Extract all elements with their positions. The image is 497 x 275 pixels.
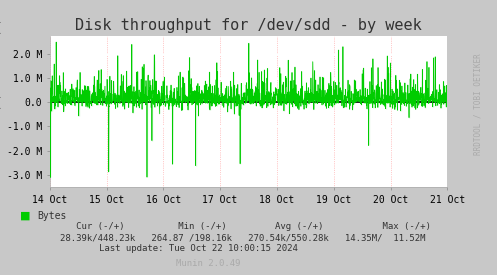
Title: Disk throughput for /dev/sdd - by week: Disk throughput for /dev/sdd - by week xyxy=(75,18,422,33)
Text: ■: ■ xyxy=(20,211,30,221)
Text: Munin 2.0.49: Munin 2.0.49 xyxy=(176,260,241,268)
Text: Cur (-/+)          Min (-/+)         Avg (-/+)           Max (-/+): Cur (-/+) Min (-/+) Avg (-/+) Max (-/+) xyxy=(60,222,430,231)
Text: RRDTOOL / TOBI OETIKER: RRDTOOL / TOBI OETIKER xyxy=(473,54,482,155)
Text: Last update: Tue Oct 22 10:00:15 2024: Last update: Tue Oct 22 10:00:15 2024 xyxy=(99,244,298,253)
Text: 28.39k/448.23k   264.87 /198.16k   270.54k/550.28k   14.35M/  11.52M: 28.39k/448.23k 264.87 /198.16k 270.54k/5… xyxy=(60,233,425,242)
Text: Bytes: Bytes xyxy=(37,211,67,221)
Y-axis label: Pr second read (-) / write (+): Pr second read (-) / write (+) xyxy=(0,18,1,205)
